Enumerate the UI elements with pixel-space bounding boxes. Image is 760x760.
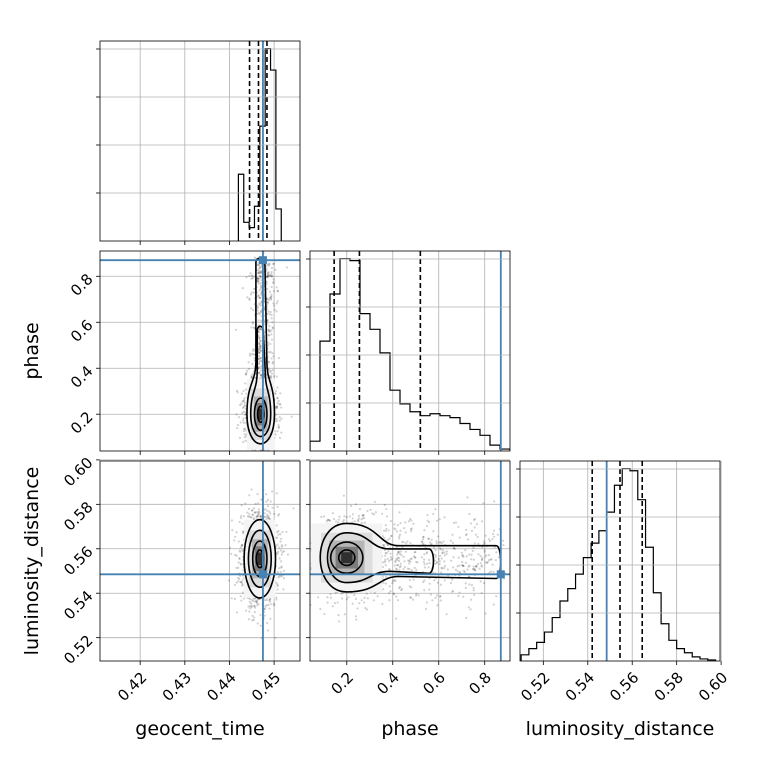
panel-luminosity_distance-luminosity_distance: 0.52 0.54 0.56 0.58 0.60 [516, 460, 731, 705]
histogram-luminosity_distance [520, 468, 717, 661]
panel-frame [99, 460, 301, 662]
x-tick-label-geocent_time: 0.43 [159, 669, 195, 705]
x-tick-label-luminosity_distance: 0.58 [651, 669, 687, 705]
x-tick-label-luminosity_distance: 0.54 [562, 669, 598, 705]
truth-marker [258, 256, 267, 265]
contour-line [329, 541, 364, 575]
x-axis-label-phase: phase [381, 718, 438, 740]
y-tick-label-phase: 0.6 [67, 316, 97, 346]
scatter-points [310, 494, 506, 623]
density-block [258, 408, 263, 420]
contour-line [326, 531, 435, 584]
histogram-phase [310, 258, 510, 451]
contour-line [249, 325, 272, 438]
x-tick-label-phase: 0.4 [373, 669, 403, 699]
x-tick-label-luminosity_distance: 0.56 [606, 669, 642, 705]
y-tick-label-luminosity_distance: 0.54 [60, 587, 96, 623]
panel-phase-luminosity_distance: 0.2 0.4 0.6 0.8 [306, 459, 511, 699]
panel-geocent_time-luminosity_distance: 0.42 0.43 0.44 0.45 0.52 0.54 0.56 0.58 0.60 [60, 454, 301, 705]
contour-line [253, 397, 268, 432]
panel-frame [519, 460, 721, 662]
y-tick-label-phase: 0.8 [67, 270, 97, 300]
y-tick-label-phase: 0.4 [67, 362, 97, 392]
contour-line [247, 529, 273, 589]
y-tick-label-luminosity_distance: 0.52 [60, 631, 96, 667]
panel-frame [309, 250, 511, 452]
x-tick-label-phase: 0.8 [465, 669, 495, 699]
contour-line [243, 518, 277, 599]
x-axis-label-luminosity_distance: luminosity_distance [526, 718, 715, 740]
panel-frame [99, 40, 301, 242]
x-tick-label-phase: 0.2 [327, 669, 357, 699]
y-axis-label-luminosity_distance: luminosity_distance [21, 467, 43, 656]
x-tick-label-geocent_time: 0.44 [203, 669, 239, 705]
histogram-geocent_time [237, 48, 282, 241]
x-tick-label-luminosity_distance: 0.60 [695, 669, 731, 705]
x-tick-label-luminosity_distance: 0.52 [517, 669, 553, 705]
y-tick-label-luminosity_distance: 0.58 [60, 498, 96, 534]
panel-phase-phase [306, 250, 511, 455]
x-tick-label-geocent_time: 0.42 [114, 669, 150, 705]
x-tick-label-phase: 0.6 [419, 669, 449, 699]
contour-line [319, 522, 502, 593]
y-tick-label-luminosity_distance: 0.60 [60, 454, 96, 490]
x-tick-label-geocent_time: 0.45 [248, 669, 284, 705]
y-tick-label-luminosity_distance: 0.56 [60, 543, 96, 579]
panel-frame [309, 460, 511, 662]
x-axis-label-geocent_time: geocent_time [135, 718, 264, 740]
y-tick-label-phase: 0.2 [67, 408, 97, 438]
truth-marker [496, 570, 505, 579]
contour-line [337, 549, 356, 567]
y-axis-label-phase: phase [21, 322, 43, 379]
contour-line [246, 257, 276, 445]
truth-marker [258, 570, 267, 579]
density-block [341, 552, 353, 564]
panel-frame [99, 250, 301, 452]
panel-geocent_time-geocent_time [96, 40, 301, 245]
density-block [257, 552, 263, 565]
panel-geocent_time-phase: 0.2 0.4 0.6 0.8 [67, 250, 301, 455]
